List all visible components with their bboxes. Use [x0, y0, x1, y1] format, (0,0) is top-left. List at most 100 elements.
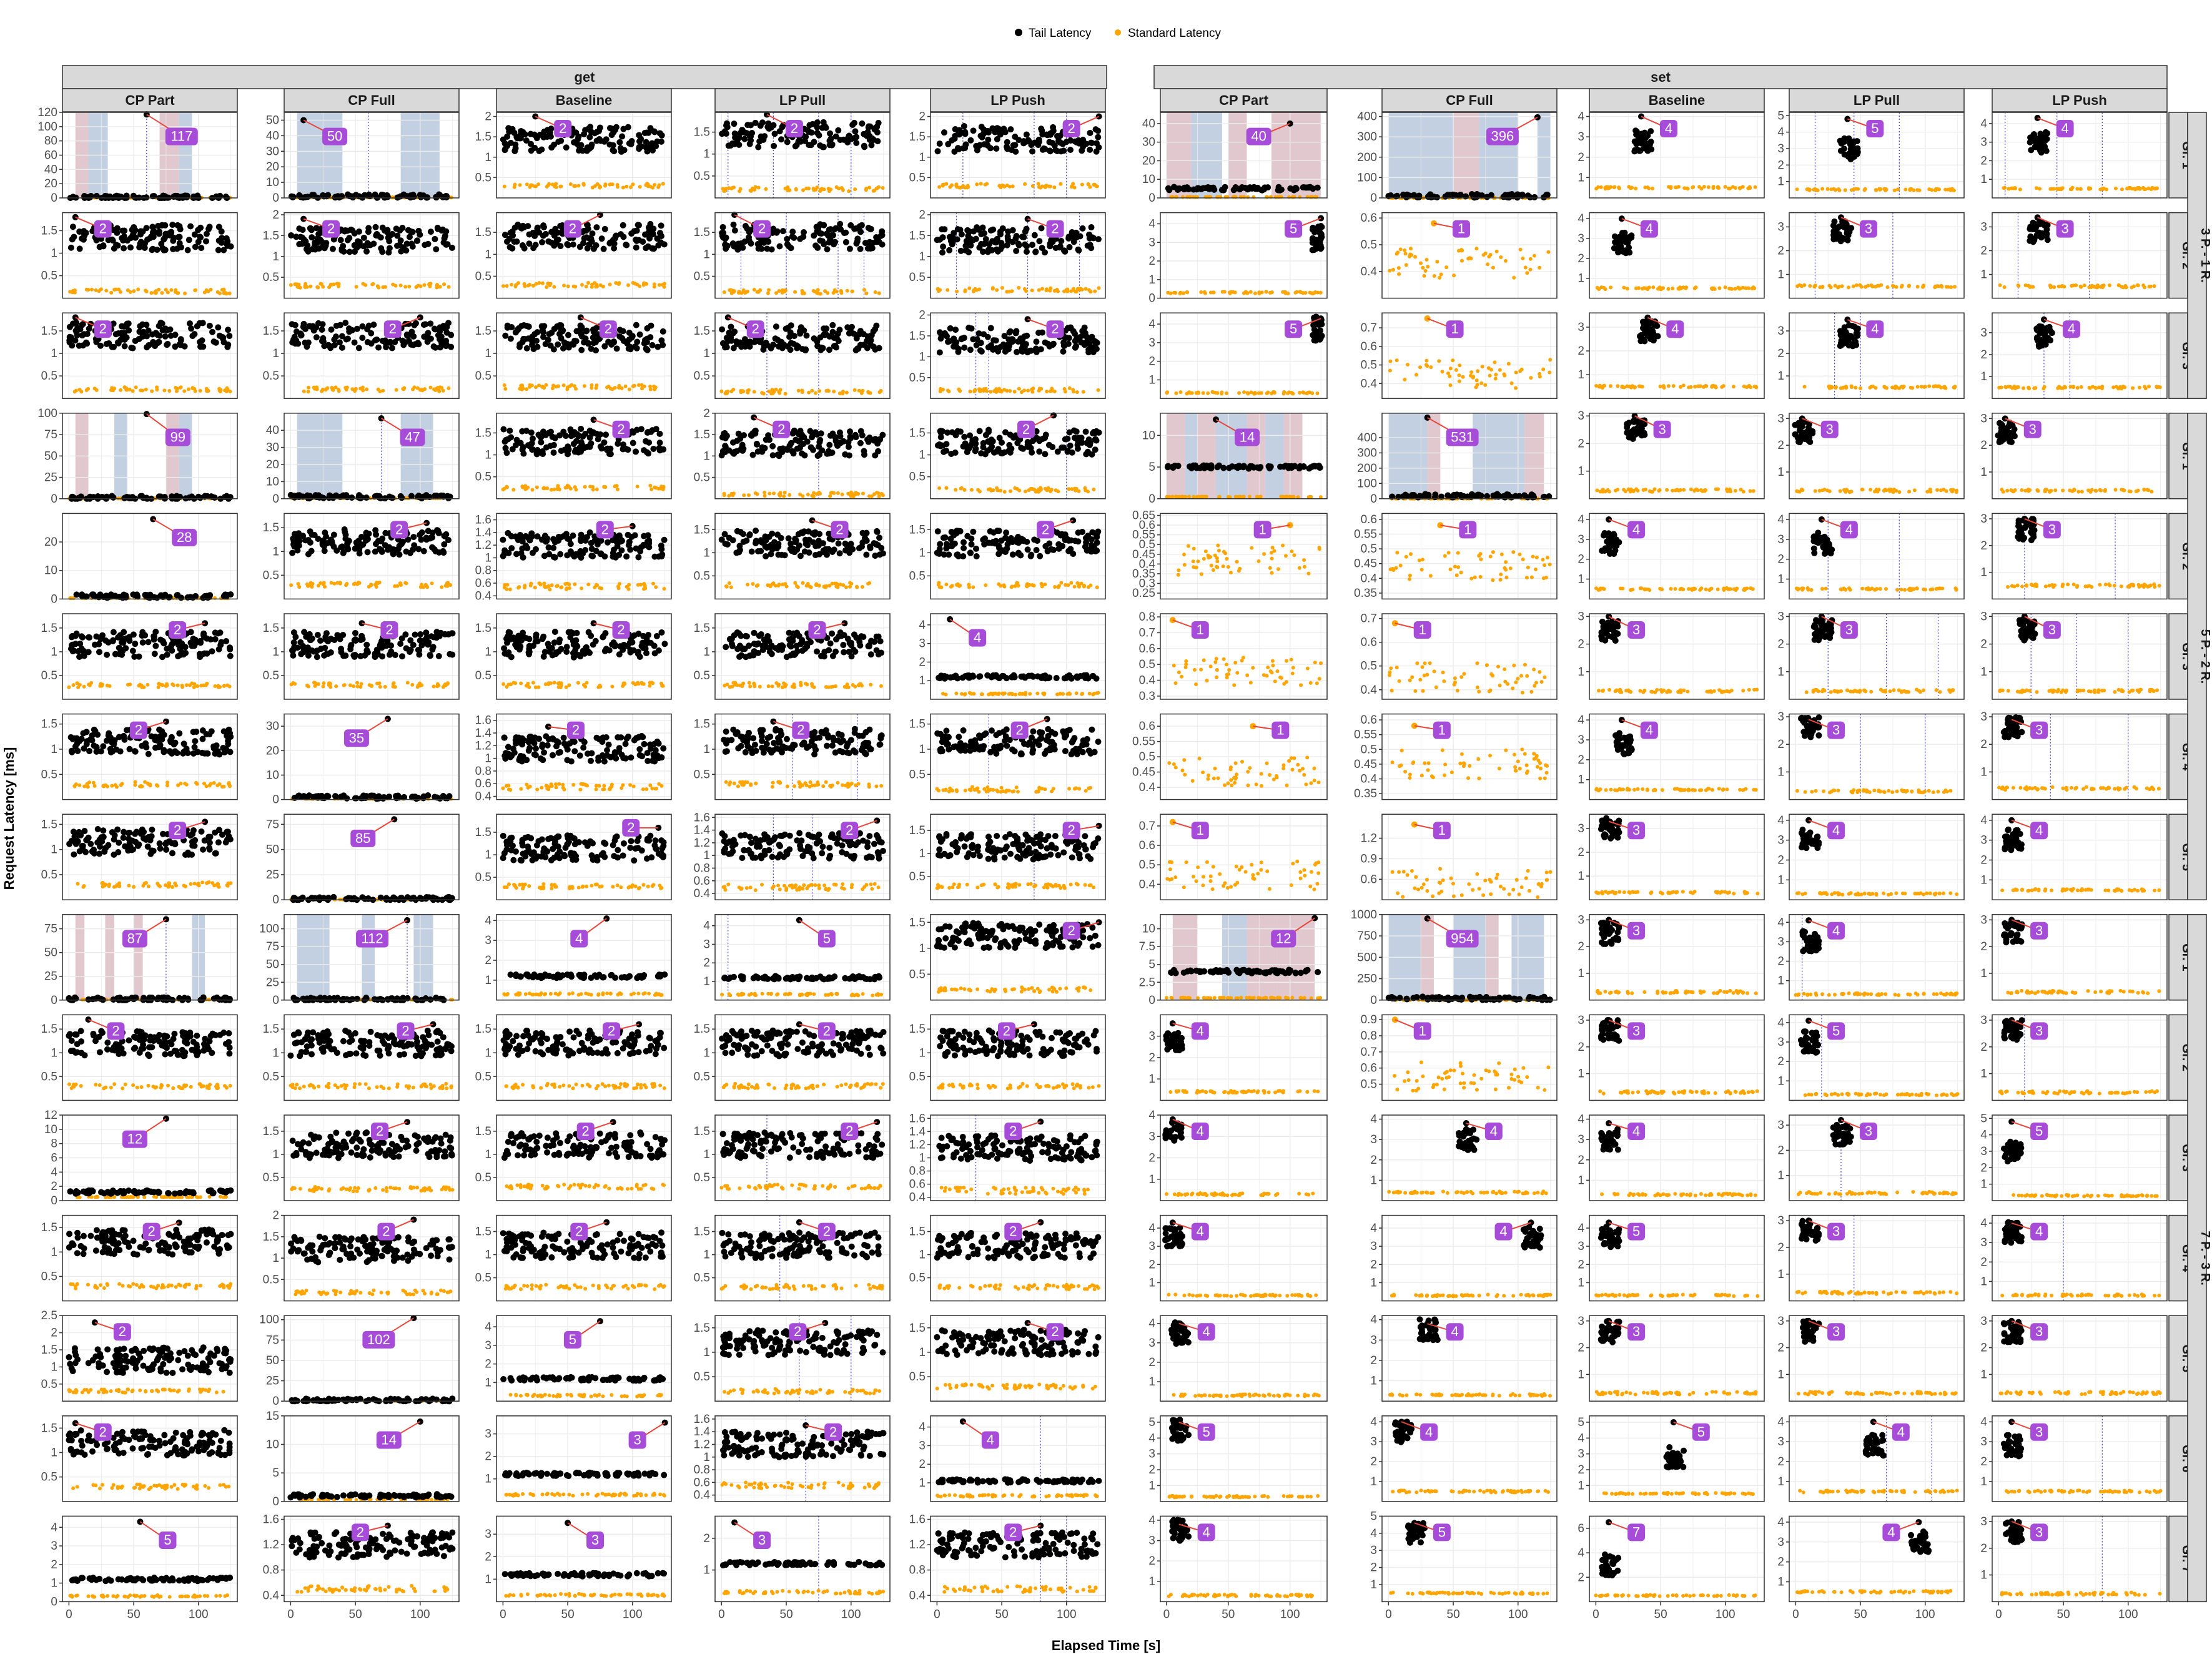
standard-latency-point	[1754, 385, 1758, 388]
tail-latency-point	[70, 194, 76, 200]
standard-latency-point	[1206, 391, 1210, 395]
standard-latency-point	[626, 283, 630, 287]
standard-latency-point	[835, 290, 839, 293]
tail-latency-point	[97, 343, 104, 349]
tail-latency-point	[829, 232, 835, 238]
standard-latency-point	[510, 283, 513, 287]
panel-set-baseline-row-3: 123 4	[1578, 313, 1764, 398]
tail-latency-point	[967, 347, 974, 353]
tail-latency-point	[375, 345, 382, 351]
tail-latency-point	[558, 138, 564, 144]
tail-latency-point	[724, 124, 731, 130]
standard-latency-point	[2138, 386, 2141, 390]
standard-latency-point	[1418, 365, 1422, 369]
standard-latency-point	[1020, 390, 1024, 394]
tail-latency-point	[309, 246, 315, 252]
standard-latency-point	[1602, 384, 1606, 388]
tail-latency-point	[577, 326, 583, 332]
standard-latency-point	[160, 291, 164, 295]
y-tick-label: 1.5	[694, 226, 710, 239]
standard-latency-point	[797, 389, 801, 393]
standard-latency-point	[1479, 381, 1483, 385]
standard-latency-point	[1927, 385, 1931, 388]
tail-latency-point	[1636, 134, 1642, 140]
standard-latency-point	[391, 195, 395, 199]
y-tick-label: 1	[1578, 272, 1584, 285]
standard-latency-point	[1075, 390, 1079, 394]
strategy-strip-label: LP Pull	[1854, 92, 1900, 108]
standard-latency-point	[513, 183, 516, 187]
standard-latency-point	[618, 384, 621, 388]
y-tick-label: 2	[1148, 255, 1155, 268]
tail-latency-point	[876, 345, 882, 351]
callout-label: 2	[569, 221, 576, 237]
x-tick-label: 100	[189, 1608, 209, 1621]
panel-bg	[1382, 313, 1557, 398]
tail-latency-point	[533, 242, 539, 248]
standard-latency-point	[1273, 391, 1276, 395]
tail-latency-point	[743, 223, 749, 229]
y-tick-label: 1.5	[41, 325, 57, 338]
standard-latency-point	[350, 387, 354, 391]
tail-latency-point	[365, 242, 371, 248]
tail-latency-point	[658, 337, 664, 343]
standard-latency-point	[1062, 290, 1066, 293]
standard-latency-point	[2155, 186, 2159, 190]
y-tick-label: 0.5	[263, 370, 279, 383]
callout-label: 2	[605, 321, 612, 337]
tail-latency-point	[144, 344, 150, 350]
tail-latency-point	[1007, 328, 1014, 335]
standard-latency-point	[2071, 186, 2075, 190]
y-tick-label: 1	[272, 250, 279, 263]
panel-get-baseline-row-3: 0.511.5 2	[475, 313, 671, 398]
tail-latency-point	[1024, 333, 1030, 339]
tail-latency-point	[602, 226, 608, 232]
standard-latency-point	[2035, 186, 2038, 190]
callout-label: 2	[1068, 120, 1075, 136]
tail-latency-point	[1647, 330, 1654, 336]
tail-latency-point	[435, 332, 442, 338]
x-tick-label: 100	[1508, 1608, 1528, 1621]
standard-latency-point	[1507, 362, 1511, 366]
tail-latency-point	[1075, 137, 1082, 144]
standard-latency-point	[1731, 185, 1735, 189]
tail-latency-point	[506, 236, 513, 242]
tail-latency-point	[862, 240, 869, 246]
tail-latency-point	[327, 343, 333, 350]
standard-latency-point	[1538, 266, 1541, 270]
y-tick-label: 0	[1370, 192, 1377, 205]
standard-latency-point	[1457, 373, 1461, 377]
standard-latency-point	[812, 289, 816, 293]
standard-latency-point	[1458, 380, 1461, 383]
standard-latency-point	[618, 281, 621, 285]
callout-label: 3	[1865, 221, 1872, 237]
standard-latency-point	[68, 290, 72, 293]
tail-latency-point	[215, 324, 221, 330]
standard-latency-point	[1050, 389, 1054, 393]
tail-latency-point	[636, 237, 642, 243]
standard-latency-point	[1454, 368, 1458, 372]
standard-latency-point	[1641, 385, 1644, 388]
tail-latency-point	[1278, 187, 1285, 193]
tail-latency-point	[289, 194, 295, 200]
standard-latency-point	[1030, 288, 1034, 292]
legend-key-standard	[1115, 29, 1121, 36]
x-tick-label: 50	[1222, 1608, 1235, 1621]
standard-latency-point	[1301, 390, 1305, 394]
standard-latency-point	[1449, 366, 1453, 370]
tail-latency-point	[449, 245, 455, 251]
standard-latency-point	[1040, 287, 1044, 291]
standard-latency-point	[549, 282, 553, 286]
y-tick-label: 0.5	[475, 270, 491, 283]
standard-latency-point	[1727, 287, 1731, 290]
standard-latency-point	[1518, 369, 1522, 373]
tail-latency-point	[534, 225, 540, 232]
standard-latency-point	[1866, 284, 1870, 288]
tail-latency-point	[178, 244, 184, 250]
tail-latency-point	[164, 342, 170, 348]
standard-latency-point	[447, 285, 451, 289]
tail-latency-point	[157, 333, 163, 339]
standard-latency-point	[1080, 183, 1084, 187]
standard-latency-point	[289, 283, 293, 287]
tail-latency-point	[539, 239, 545, 245]
